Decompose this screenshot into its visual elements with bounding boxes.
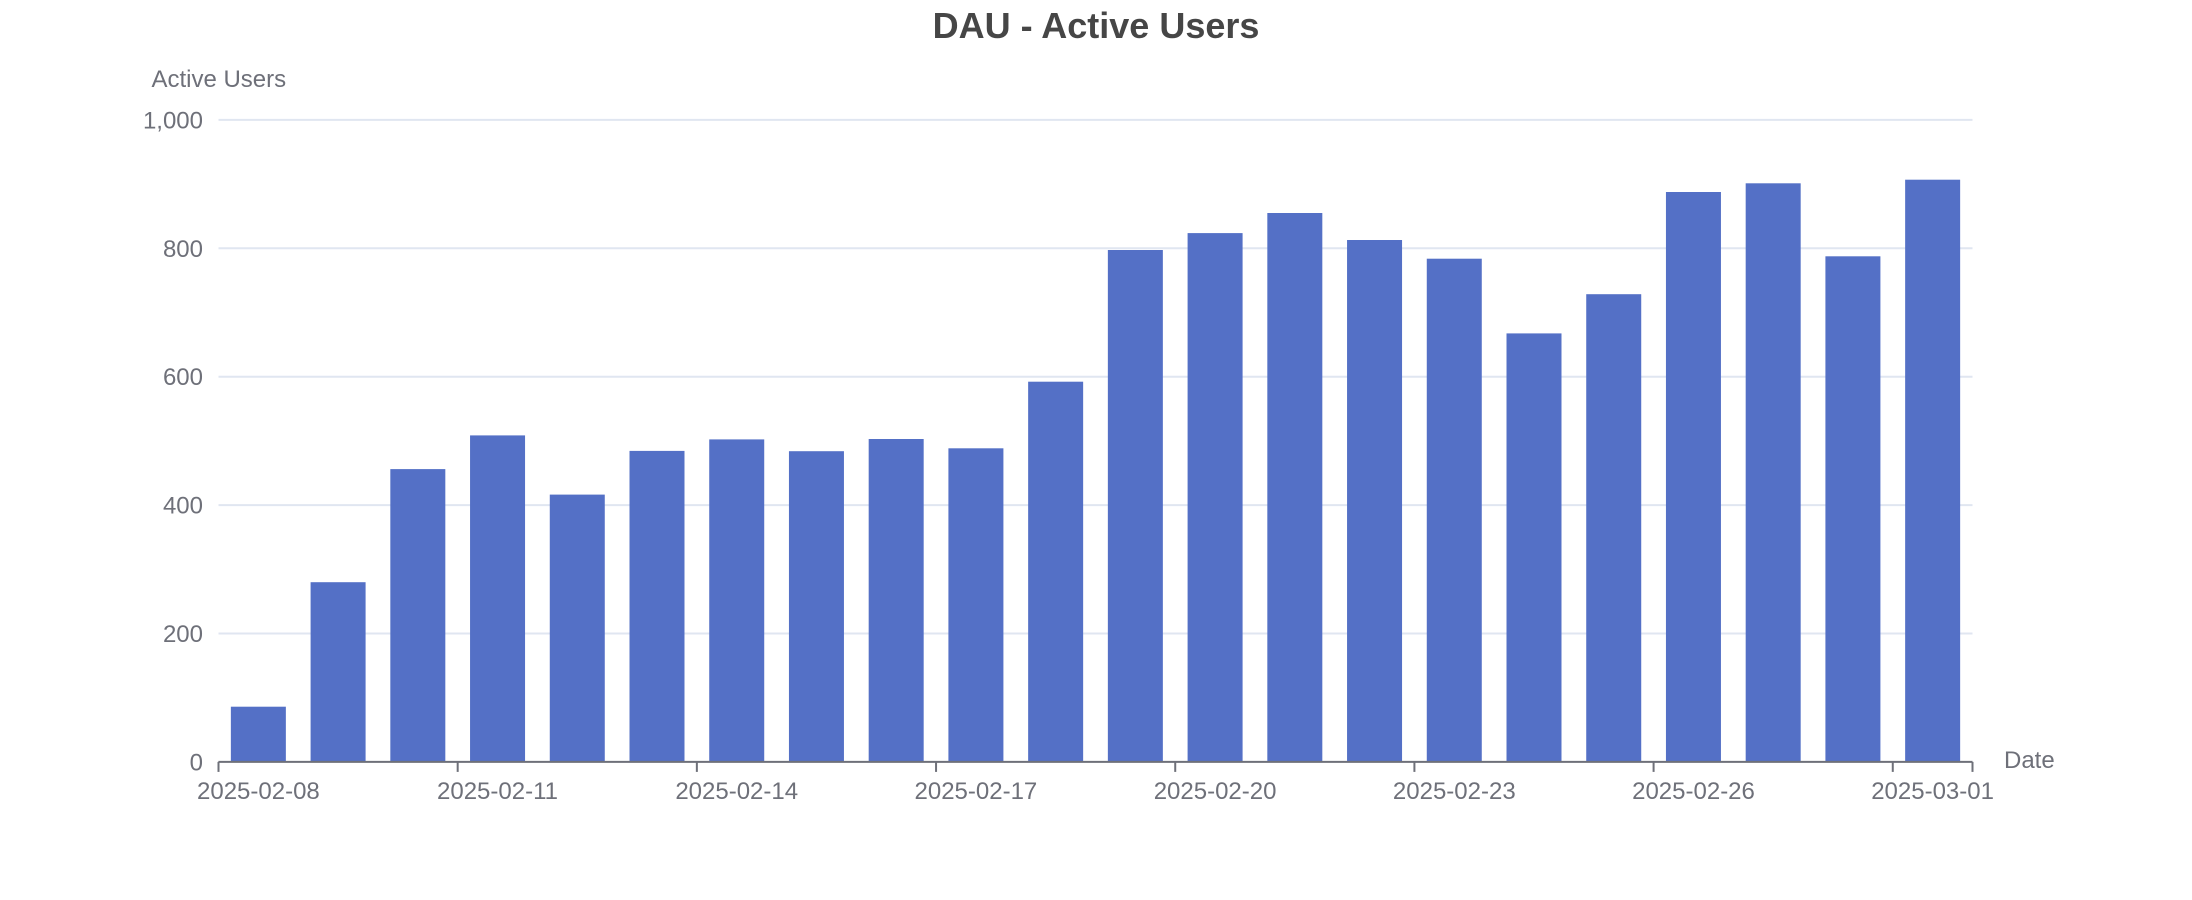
- svg-text:2025-02-14: 2025-02-14: [675, 778, 798, 805]
- svg-text:Date: Date: [2004, 747, 2055, 774]
- svg-text:200: 200: [163, 621, 203, 648]
- svg-text:1,000: 1,000: [143, 107, 203, 134]
- svg-text:0: 0: [190, 749, 203, 776]
- svg-text:800: 800: [163, 236, 203, 263]
- svg-text:2025-02-11: 2025-02-11: [437, 778, 558, 805]
- svg-text:Active Users: Active Users: [151, 66, 286, 93]
- svg-text:2025-02-08: 2025-02-08: [197, 778, 320, 805]
- svg-text:DAU - Active Users: DAU - Active Users: [933, 5, 1260, 46]
- svg-text:600: 600: [163, 364, 203, 391]
- svg-text:2025-02-17: 2025-02-17: [915, 778, 1038, 805]
- svg-text:2025-02-23: 2025-02-23: [1393, 778, 1516, 805]
- svg-text:400: 400: [163, 493, 203, 520]
- svg-text:2025-03-01: 2025-03-01: [1871, 778, 1994, 805]
- svg-text:2025-02-26: 2025-02-26: [1632, 778, 1755, 805]
- svg-text:2025-02-20: 2025-02-20: [1154, 778, 1277, 805]
